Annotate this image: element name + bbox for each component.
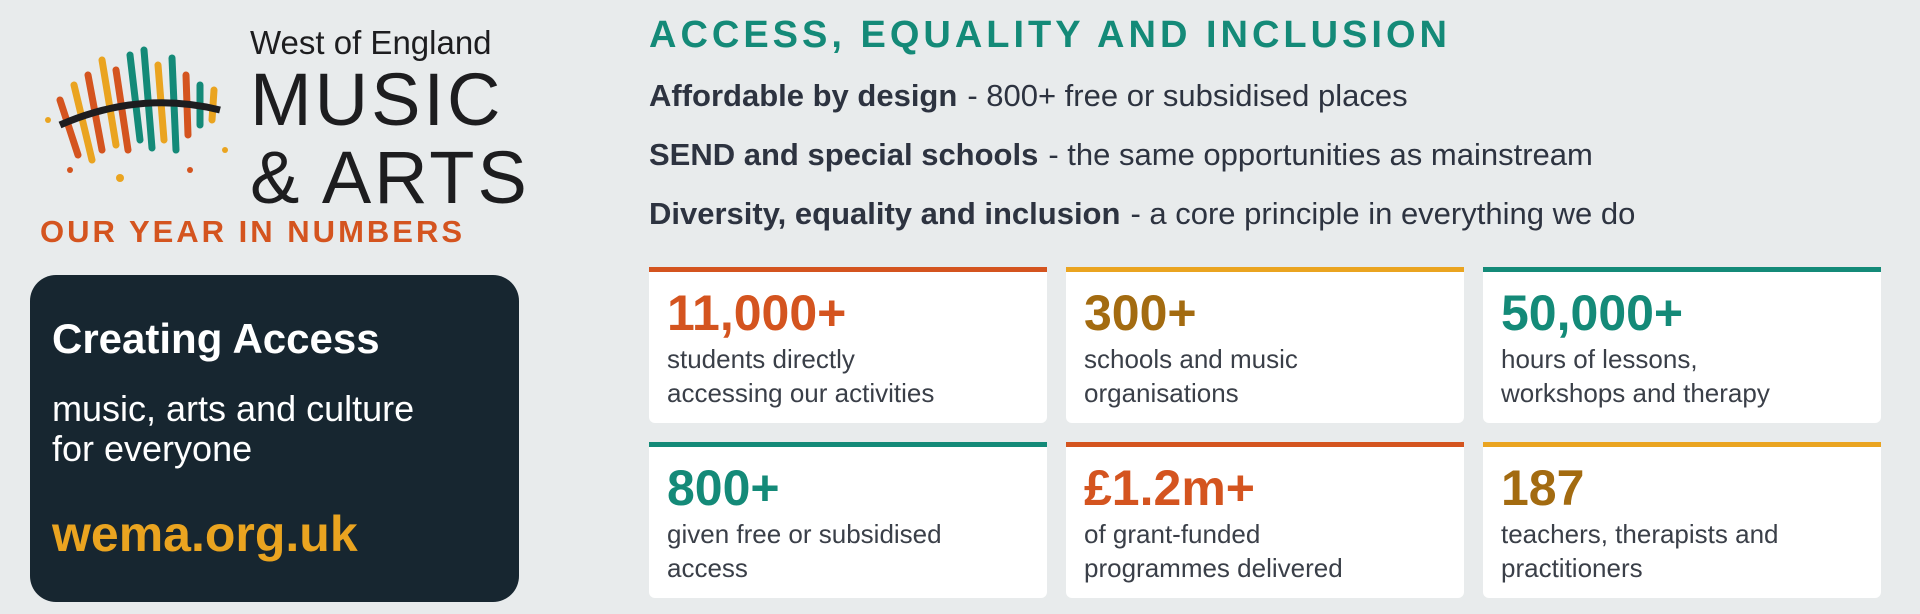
stat-card: £1.2m+ of grant-funded programmes delivere… — [1066, 442, 1464, 598]
desc-line: teachers, therapists and — [1501, 519, 1779, 549]
desc-line: access — [667, 553, 748, 583]
point: Affordable by design - 800+ free or subsi… — [649, 78, 1408, 114]
point-bold: SEND and special schools — [649, 137, 1039, 172]
stat-value: 187 — [1501, 460, 1585, 516]
desc-line: programmes delivered — [1084, 553, 1343, 583]
desc-line: given free or subsidised — [667, 519, 942, 549]
point-text: - a core principle in everything we do — [1130, 196, 1636, 231]
desc-line: students directly — [667, 344, 855, 374]
point: SEND and special schools - the same oppor… — [649, 137, 1593, 173]
website: wema.org.uk — [52, 506, 358, 562]
stat-desc: teachers, therapists and practitioners — [1501, 517, 1863, 585]
point-bold: Affordable by design — [649, 78, 958, 113]
stat-card: 50,000+ hours of lessons, workshops and th… — [1483, 267, 1881, 423]
section-title: ACCESS, EQUALITY AND INCLUSION — [649, 14, 1451, 56]
stat-value: 300+ — [1084, 285, 1197, 341]
logo-line: West of England — [250, 24, 492, 61]
stat-desc: students directly accessing our activitie… — [667, 342, 1029, 410]
stat-card: 187 teachers, therapists and practitioners — [1483, 442, 1881, 598]
info-box: Creating Access music, arts and culture … — [30, 275, 519, 602]
stat-desc: given free or subsidised access — [667, 517, 1029, 585]
desc-line: schools and music — [1084, 344, 1298, 374]
logo-line: & ARTS — [250, 136, 530, 219]
desc-line: practitioners — [1501, 553, 1643, 583]
box-text: music, arts and culture for everyone — [52, 389, 497, 469]
stat-value: £1.2m+ — [1084, 460, 1255, 516]
stat-value: 11,000+ — [667, 285, 847, 341]
box-title: Creating Access — [52, 315, 380, 362]
desc-line: hours of lessons, — [1501, 344, 1698, 374]
desc-line: workshops and therapy — [1501, 378, 1770, 408]
logo-text: West of England MUSIC & ARTS — [250, 26, 530, 215]
point-text: - the same opportunities as mainstream — [1048, 137, 1593, 172]
subtitle: OUR YEAR IN NUMBERS — [40, 214, 466, 249]
stat-desc: hours of lessons, workshops and therapy — [1501, 342, 1863, 410]
text-line: for everyone — [52, 428, 253, 469]
stat-value: 50,000+ — [1501, 285, 1684, 341]
desc-line: of grant-funded — [1084, 519, 1261, 549]
point: Diversity, equality and inclusion - a cor… — [649, 196, 1635, 232]
stat-card: 300+ schools and music organisations — [1066, 267, 1464, 423]
desc-line: accessing our activities — [667, 378, 935, 408]
point-bold: Diversity, equality and inclusion — [649, 196, 1121, 231]
logo-mark — [45, 46, 228, 182]
stat-card: 800+ given free or subsidised access — [649, 442, 1047, 598]
point-text: - 800+ free or subsidised places — [967, 78, 1408, 113]
stat-value: 800+ — [667, 460, 780, 516]
stat-card: 11,000+ students directly accessing our ac… — [649, 267, 1047, 423]
stat-desc: schools and music organisations — [1084, 342, 1446, 410]
desc-line: organisations — [1084, 378, 1239, 408]
logo-line: MUSIC — [250, 58, 504, 141]
text-line: music, arts and culture — [52, 388, 415, 429]
stat-desc: of grant-funded programmes delivered — [1084, 517, 1446, 585]
